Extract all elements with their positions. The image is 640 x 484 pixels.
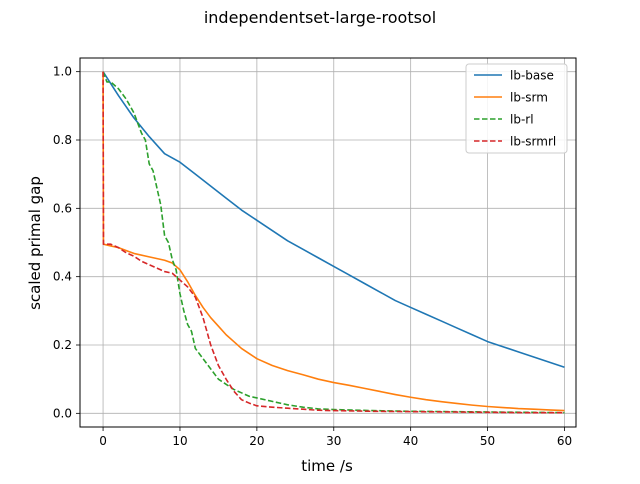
x-tick-label: 30: [326, 434, 341, 448]
x-tick-label: 10: [172, 434, 187, 448]
x-axis-label: time /s: [301, 457, 353, 475]
y-tick-label: 0.4: [53, 270, 72, 284]
series-line-lb-srmrl: [102, 71, 565, 414]
tick-layer: 0 10 20 30 40 50 60 0.0 0.2 0.4 0.6 0.8 1.0: [53, 65, 572, 448]
legend-box: [465, 63, 568, 154]
grid-layer: [80, 58, 576, 427]
y-tick-label: 1.0: [53, 65, 72, 79]
legend-label-lb-srm: lb-srm: [510, 91, 548, 105]
chart-title: independentset-large-rootsol: [204, 8, 436, 27]
y-tick-label: 0.8: [53, 133, 72, 147]
legend: lb-base lb-srm lb-rl lb-srmrl: [465, 63, 568, 154]
legend-label-lb-srmrl: lb-srmrl: [510, 135, 556, 149]
legend-label-lb-base: lb-base: [510, 69, 554, 83]
series-line-lb-base: [102, 71, 565, 368]
x-tick-label: 40: [403, 434, 418, 448]
y-tick-label: 0.6: [53, 201, 72, 215]
series-line-lb-rl: [102, 71, 565, 414]
x-tick-label: 0: [99, 434, 107, 448]
x-tick-label: 20: [249, 434, 264, 448]
legend-label-lb-rl: lb-rl: [510, 113, 534, 127]
y-axis-label: scaled primal gap: [26, 176, 44, 310]
y-tick-label: 0.0: [53, 406, 72, 420]
plot-frame: [79, 57, 577, 428]
y-tick-label: 0.2: [53, 338, 72, 352]
legend-entries: lb-base lb-srm lb-rl lb-srmrl: [474, 69, 556, 149]
x-tick-label: 60: [557, 434, 572, 448]
x-tick-label: 50: [480, 434, 495, 448]
series-layer: [102, 71, 565, 414]
series-line-lb-srm: [102, 71, 565, 412]
